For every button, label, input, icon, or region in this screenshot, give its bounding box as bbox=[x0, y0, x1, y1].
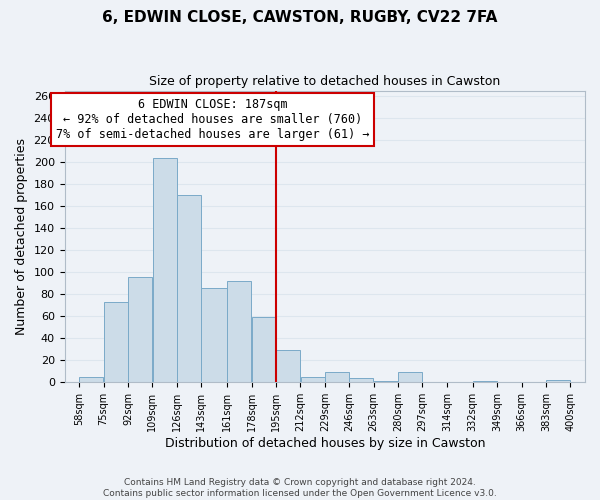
Y-axis label: Number of detached properties: Number of detached properties bbox=[15, 138, 28, 335]
Bar bbox=[227, 281, 251, 382]
Bar bbox=[398, 372, 422, 382]
Title: Size of property relative to detached houses in Cawston: Size of property relative to detached ho… bbox=[149, 75, 500, 88]
Text: 6 EDWIN CLOSE: 187sqm
← 92% of detached houses are smaller (760)
7% of semi-deta: 6 EDWIN CLOSE: 187sqm ← 92% of detached … bbox=[56, 98, 370, 141]
Text: 6, EDWIN CLOSE, CAWSTON, RUGBY, CV22 7FA: 6, EDWIN CLOSE, CAWSTON, RUGBY, CV22 7FA bbox=[103, 10, 497, 25]
Bar bbox=[349, 378, 373, 382]
Bar bbox=[252, 318, 276, 382]
X-axis label: Distribution of detached houses by size in Cawston: Distribution of detached houses by size … bbox=[164, 437, 485, 450]
Bar bbox=[546, 380, 570, 382]
Text: Contains HM Land Registry data © Crown copyright and database right 2024.
Contai: Contains HM Land Registry data © Crown c… bbox=[103, 478, 497, 498]
Bar bbox=[301, 377, 325, 382]
Bar bbox=[79, 377, 103, 382]
Bar bbox=[177, 195, 201, 382]
Bar bbox=[202, 288, 227, 382]
Bar bbox=[473, 381, 497, 382]
Bar bbox=[325, 372, 349, 382]
Bar bbox=[152, 158, 176, 382]
Bar bbox=[374, 381, 398, 382]
Bar bbox=[128, 276, 152, 382]
Bar bbox=[276, 350, 300, 382]
Bar bbox=[104, 302, 128, 382]
